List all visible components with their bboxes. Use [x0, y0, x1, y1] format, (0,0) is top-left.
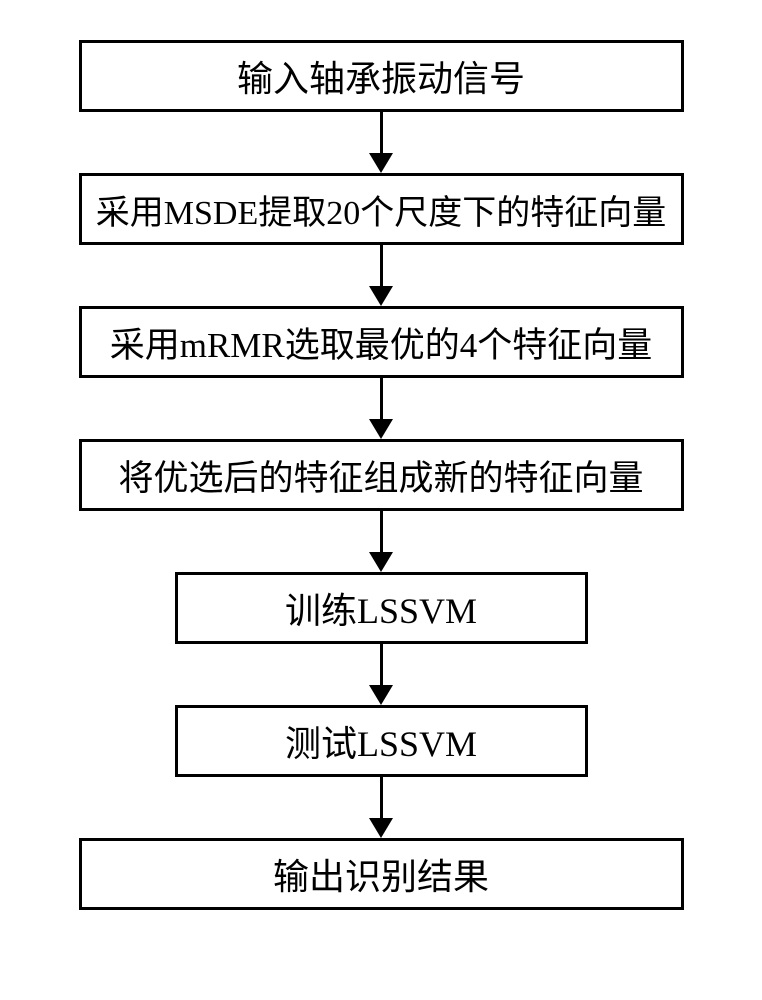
arrow-head-icon	[369, 419, 393, 439]
flow-arrow	[369, 644, 393, 705]
flow-node-mrmr-select: 采用mRMR选取最优的4个特征向量	[79, 306, 684, 378]
flow-node-output-result: 输出识别结果	[79, 838, 684, 910]
flow-node-msde-extract: 采用MSDE提取20个尺度下的特征向量	[79, 173, 684, 245]
flow-node-label: 采用mRMR选取最优的4个特征向量	[110, 317, 653, 368]
flow-arrow	[369, 112, 393, 173]
arrow-line	[380, 245, 383, 287]
flow-arrow	[369, 511, 393, 572]
arrow-line	[380, 511, 383, 553]
flow-node-compose-features: 将优选后的特征组成新的特征向量	[79, 439, 684, 511]
flow-arrow	[369, 378, 393, 439]
arrow-line	[380, 777, 383, 819]
flow-node-label: 测试LSSVM	[285, 715, 477, 767]
flow-node-test-lssvm: 测试LSSVM	[175, 705, 588, 777]
flow-node-label: 输出识别结果	[273, 848, 489, 900]
arrow-head-icon	[369, 685, 393, 705]
arrow-line	[380, 378, 383, 420]
flow-node-input-signal: 输入轴承振动信号	[79, 40, 684, 112]
arrow-line	[380, 112, 383, 154]
flow-node-label: 训练LSSVM	[285, 582, 477, 634]
arrow-head-icon	[369, 818, 393, 838]
flowchart-container: 输入轴承振动信号 采用MSDE提取20个尺度下的特征向量 采用mRMR选取最优的…	[0, 0, 762, 910]
flow-arrow	[369, 777, 393, 838]
arrow-head-icon	[369, 153, 393, 173]
flow-node-label: 将优选后的特征组成新的特征向量	[118, 450, 643, 501]
arrow-head-icon	[369, 286, 393, 306]
flow-node-label: 采用MSDE提取20个尺度下的特征向量	[96, 185, 666, 234]
arrow-line	[380, 644, 383, 686]
arrow-head-icon	[369, 552, 393, 572]
flow-node-train-lssvm: 训练LSSVM	[175, 572, 588, 644]
flow-arrow	[369, 245, 393, 306]
flow-node-label: 输入轴承振动信号	[237, 50, 525, 102]
